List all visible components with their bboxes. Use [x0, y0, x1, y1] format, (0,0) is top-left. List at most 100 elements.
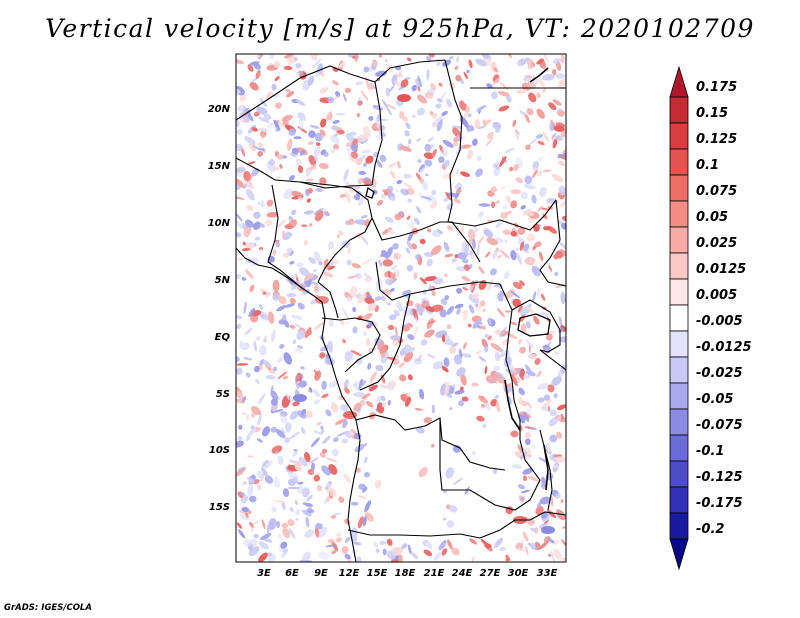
upward-motion-patch [278, 295, 287, 305]
upward-motion-patch [357, 293, 367, 304]
downward-motion-patch [324, 357, 335, 365]
upward-motion-patch [468, 228, 476, 241]
downward-motion-patch [438, 539, 447, 551]
downward-motion-patch [386, 381, 393, 390]
upward-motion-patch [357, 177, 365, 184]
downward-motion-patch [520, 489, 530, 494]
upward-motion-patch [307, 188, 313, 194]
downward-motion-patch [295, 99, 306, 106]
upward-motion-patch [400, 393, 408, 402]
upward-motion-patch [463, 342, 467, 350]
upward-motion-patch [454, 65, 459, 70]
upward-motion-patch [381, 189, 393, 193]
downward-motion-patch [375, 548, 380, 553]
upward-motion-patch [462, 287, 469, 291]
upward-motion-patch [442, 334, 446, 343]
downward-motion-patch [375, 70, 387, 77]
upward-motion-patch [502, 339, 512, 346]
upward-motion-patch [356, 157, 363, 166]
upward-motion-patch [536, 370, 542, 378]
upward-motion-patch [316, 485, 323, 492]
upward-motion-patch [313, 321, 325, 330]
upward-motion-patch [505, 195, 512, 203]
downward-motion-patch [497, 292, 504, 302]
downward-motion-patch [476, 244, 480, 256]
downward-motion-patch [395, 301, 402, 309]
upward-motion-patch [542, 169, 552, 173]
downward-motion-patch [520, 191, 528, 200]
downward-motion-patch [249, 495, 257, 503]
upward-motion-patch [267, 311, 275, 324]
upward-motion-patch [247, 455, 254, 458]
downward-motion-patch [466, 69, 470, 74]
downward-motion-patch [528, 138, 537, 146]
downward-motion-patch [417, 159, 422, 163]
upward-motion-patch [561, 525, 566, 529]
upward-motion-patch [468, 59, 473, 69]
downward-motion-patch [335, 113, 346, 116]
upward-motion-patch [403, 351, 414, 363]
upward-motion-patch [431, 291, 436, 296]
upward-motion-patch [368, 348, 373, 353]
upward-motion-patch [551, 69, 557, 76]
downward-motion-patch [389, 196, 396, 201]
downward-motion-patch [477, 125, 486, 130]
upward-motion-patch [512, 163, 520, 172]
vertical-velocity-map [235, 53, 567, 563]
downward-motion-patch [298, 119, 304, 130]
downward-motion-patch [269, 54, 275, 59]
downward-motion-patch [264, 475, 273, 484]
downward-motion-patch [517, 484, 525, 490]
downward-motion-patch [296, 262, 304, 268]
downward-motion-patch [237, 435, 243, 441]
downward-motion-patch [553, 393, 558, 399]
downward-motion-patch [293, 136, 302, 140]
upward-motion-patch [533, 315, 540, 325]
upward-motion-patch [455, 188, 462, 194]
downward-motion-patch [547, 538, 555, 544]
border-nigeria-north [299, 181, 373, 283]
border-uganda [511, 299, 561, 353]
upward-motion-patch [256, 484, 262, 491]
downward-motion-patch [523, 411, 530, 422]
colorbar-label: -0.2 [696, 522, 725, 537]
upward-motion-patch [460, 374, 467, 386]
downward-motion-patch [508, 363, 516, 373]
downward-motion-patch [267, 122, 274, 129]
downward-motion-patch [330, 134, 340, 144]
downward-motion-patch [291, 147, 299, 155]
upward-motion-patch [553, 464, 559, 468]
downward-motion-patch [311, 462, 315, 471]
downward-motion-patch [287, 486, 300, 490]
downward-motion-patch [418, 164, 426, 173]
upward-motion-patch [441, 548, 448, 556]
colorbar-label: 0.005 [696, 288, 738, 303]
downward-motion-patch [248, 478, 255, 484]
downward-motion-patch [380, 295, 386, 302]
downward-motion-patch [420, 339, 428, 346]
downward-motion-patch [283, 188, 293, 200]
upward-motion-patch [338, 496, 345, 503]
upward-motion-patch [313, 474, 321, 482]
colorbar-segment [669, 356, 689, 384]
upward-motion-patch [550, 550, 556, 562]
downward-motion-patch [259, 303, 264, 310]
downward-motion-patch [351, 527, 358, 540]
downward-motion-patch [289, 261, 295, 265]
upward-motion-patch [250, 314, 259, 323]
downward-motion-patch [424, 173, 429, 177]
downward-motion-patch [325, 483, 332, 488]
downward-motion-patch [358, 378, 363, 390]
upward-motion-patch [249, 284, 255, 293]
downward-motion-patch [525, 320, 531, 329]
downward-motion-patch [294, 500, 298, 505]
downward-motion-patch [419, 388, 425, 400]
downward-motion-patch [494, 394, 499, 399]
upward-motion-patch [331, 404, 338, 413]
downward-motion-patch [424, 143, 432, 152]
upward-motion-patch [282, 230, 286, 239]
upward-motion-patch [345, 142, 353, 147]
upward-motion-patch [390, 170, 396, 179]
downward-motion-patch [302, 79, 310, 91]
downward-motion-patch [424, 159, 433, 167]
